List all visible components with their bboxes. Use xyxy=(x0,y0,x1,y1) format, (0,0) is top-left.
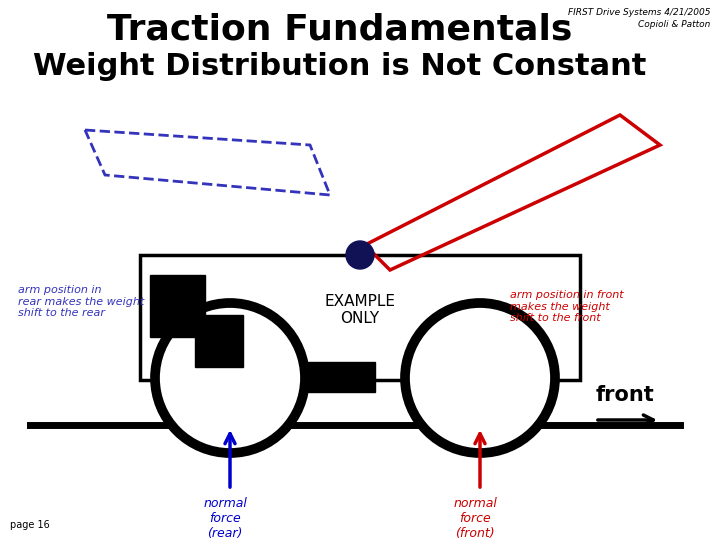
Text: front: front xyxy=(595,385,654,405)
Text: arm position in
rear makes the weight
shift to the rear: arm position in rear makes the weight sh… xyxy=(18,285,144,318)
Circle shape xyxy=(405,303,555,453)
Circle shape xyxy=(155,303,305,453)
Text: Weight Distribution is Not Constant: Weight Distribution is Not Constant xyxy=(33,52,647,81)
Text: Traction Fundamentals: Traction Fundamentals xyxy=(107,12,572,46)
Bar xyxy=(305,362,375,392)
Text: EXAMPLE
ONLY: EXAMPLE ONLY xyxy=(325,294,395,326)
Text: normal
force
(rear): normal force (rear) xyxy=(203,497,247,540)
Bar xyxy=(140,255,580,380)
Text: arm position in front
makes the weight
shift to the front: arm position in front makes the weight s… xyxy=(510,290,624,323)
Text: normal
force
(front): normal force (front) xyxy=(453,497,497,540)
Text: FIRST Drive Systems 4/21/2005: FIRST Drive Systems 4/21/2005 xyxy=(567,8,710,17)
Bar xyxy=(150,275,205,337)
Circle shape xyxy=(346,241,374,269)
Text: Copioli & Patton: Copioli & Patton xyxy=(638,20,710,29)
Bar xyxy=(195,315,243,367)
Text: page 16: page 16 xyxy=(10,520,50,530)
